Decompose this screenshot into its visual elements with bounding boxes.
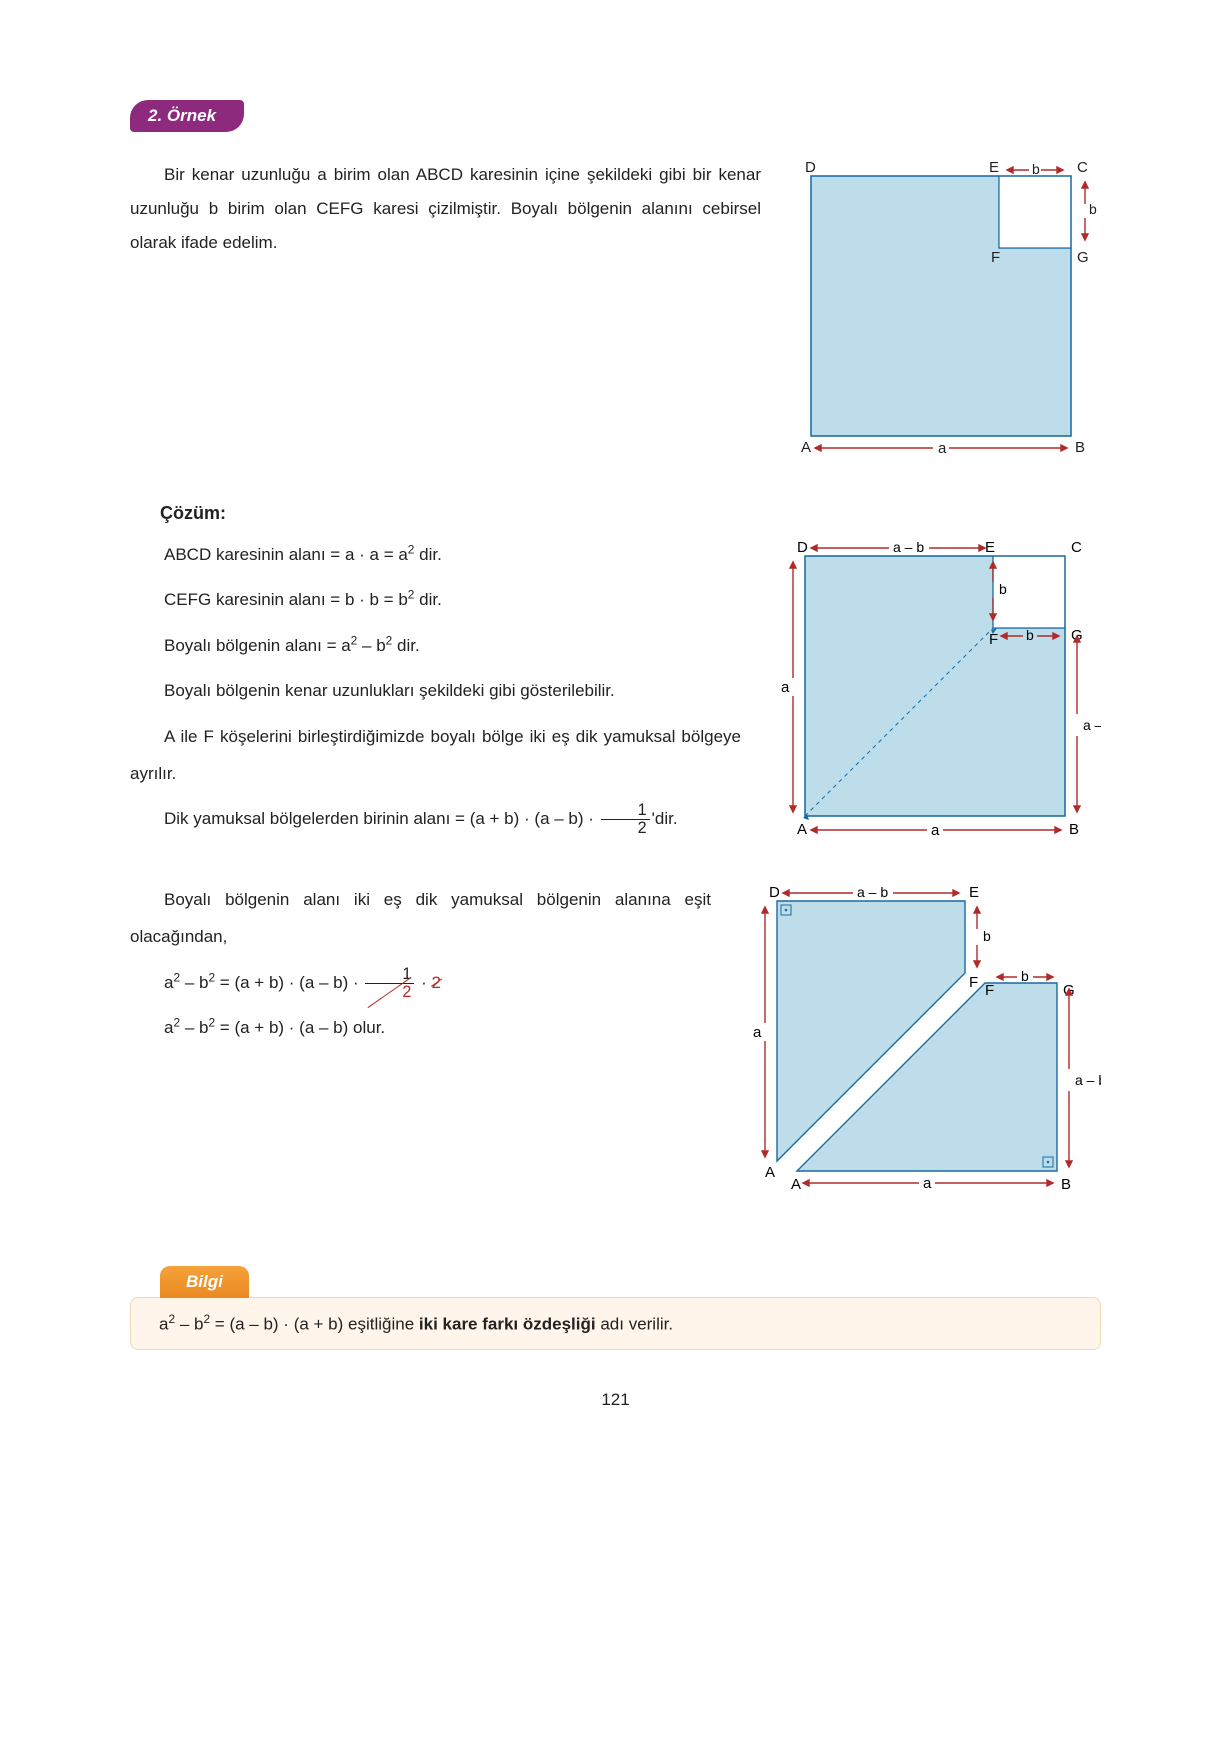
svg-text:E: E (969, 884, 979, 901)
t: 'dir. (652, 809, 678, 828)
figure-3: D E F F G A A B a – b b (741, 881, 1101, 1206)
info-box: Bilgi a2 – b2 = (a – b) · (a + b) eşitli… (130, 1266, 1101, 1350)
solution-row-2: Boyalı bölgenin alanı iki eş dik yamuksa… (130, 881, 1101, 1206)
svg-text:F: F (991, 249, 1000, 266)
t: – b (357, 636, 385, 655)
solution-heading: Çözüm: (160, 503, 1101, 524)
t: – b (175, 1315, 203, 1334)
problem-statement: Bir kenar uzunluğu a birim olan ABCD kar… (130, 158, 761, 260)
svg-text:B: B (1075, 439, 1085, 456)
t: = (a + b) · (a – b) olur. (215, 1018, 385, 1037)
example-badge: 2. Örnek (130, 100, 244, 132)
svg-text:F: F (985, 982, 994, 999)
svg-text:a – b: a – b (893, 539, 924, 555)
t: – b (180, 1018, 208, 1037)
figure-1: D E C F G A B b (791, 158, 1101, 463)
svg-text:a: a (781, 679, 790, 696)
svg-text:G: G (1077, 249, 1089, 266)
svg-text:E: E (989, 159, 999, 176)
svg-text:a – b: a – b (1075, 1072, 1101, 1088)
page-number: 121 (130, 1390, 1101, 1410)
solution-row-1: ABCD karesinin alanı = a · a = a2 dir. C… (130, 536, 1101, 851)
svg-text:F: F (969, 974, 978, 991)
svg-text:D: D (769, 884, 780, 901)
svg-text:A: A (765, 1164, 775, 1181)
t: iki kare farkı özdeşliği (419, 1315, 596, 1334)
svg-text:a: a (938, 440, 947, 457)
svg-text:B: B (1069, 821, 1079, 838)
svg-text:a: a (931, 822, 940, 839)
svg-text:E: E (985, 539, 995, 556)
svg-text:B: B (1061, 1176, 1071, 1193)
t: A ile F köşelerini birleştirdiğimizde bo… (130, 718, 741, 793)
svg-text:a – b: a – b (857, 884, 888, 900)
svg-text:b: b (1032, 161, 1040, 177)
t: Boyalı bölgenin alanı = a (164, 636, 351, 655)
info-tab: Bilgi (160, 1266, 249, 1298)
svg-text:A: A (797, 821, 807, 838)
t: = (a + b) · (a – b) · (215, 973, 363, 992)
intro-row: Bir kenar uzunluğu a birim olan ABCD kar… (130, 158, 1101, 463)
info-content: a2 – b2 = (a – b) · (a + b) eşitliğine i… (130, 1297, 1101, 1350)
svg-text:b: b (1089, 201, 1097, 217)
figure-2: D E C F G A B a – b b (771, 536, 1101, 851)
t: CEFG karesinin alanı = b · b = b (164, 590, 408, 609)
solution-text-2: Boyalı bölgenin alanı iki eş dik yamuksa… (130, 881, 711, 1055)
svg-text:a – b: a – b (1083, 717, 1101, 733)
page: 2. Örnek Bir kenar uzunluğu a birim olan… (0, 0, 1211, 1740)
svg-text:b: b (999, 581, 1007, 597)
t: dir. (414, 545, 441, 564)
svg-text:D: D (797, 539, 808, 556)
t: ABCD karesinin alanı = a · a = a (164, 545, 408, 564)
svg-text:b: b (983, 928, 991, 944)
svg-text:a: a (753, 1024, 762, 1041)
svg-text:a: a (923, 1175, 932, 1192)
t: Boyalı bölgenin alanı iki eş dik yamuksa… (130, 881, 711, 956)
svg-text:A: A (791, 1176, 801, 1193)
solution-text-1: ABCD karesinin alanı = a · a = a2 dir. C… (130, 536, 741, 846)
t: = (a – b) · (a + b) eşitliğine (210, 1315, 419, 1334)
t: – b (180, 973, 208, 992)
svg-text:D: D (805, 159, 816, 176)
t: Dik yamuksal bölgelerden birinin alanı =… (164, 809, 599, 828)
t: dir. (392, 636, 419, 655)
t: dir. (414, 590, 441, 609)
svg-text:C: C (1077, 159, 1088, 176)
t: Boyalı bölgenin kenar uzunlukları şekild… (130, 672, 741, 709)
svg-text:F: F (989, 631, 998, 648)
t: adı verilir. (596, 1315, 673, 1334)
svg-text:b: b (1026, 627, 1034, 643)
svg-text:b: b (1021, 968, 1029, 984)
svg-text:C: C (1071, 539, 1082, 556)
t: · (416, 973, 431, 992)
svg-text:A: A (801, 439, 811, 456)
